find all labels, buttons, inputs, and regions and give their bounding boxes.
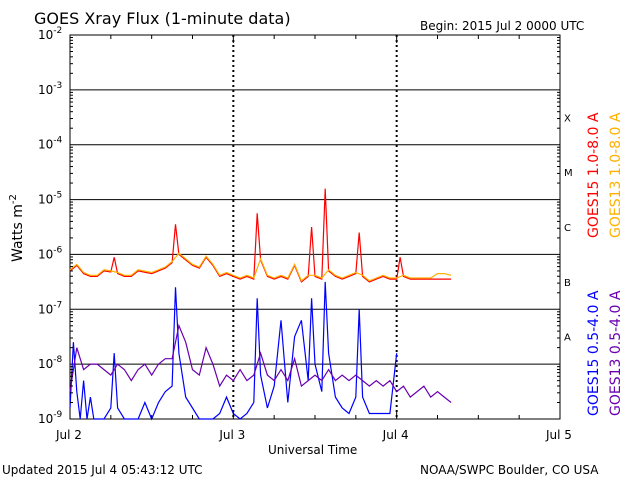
- y-tick-label: 10-6: [38, 245, 63, 261]
- y-tick-base: 10: [38, 138, 53, 152]
- chart-title: GOES Xray Flux (1-minute data): [34, 9, 291, 28]
- begin-date: Begin: 2015 Jul 2 0000 UTC: [420, 19, 584, 33]
- y-tick-exponent: -4: [53, 136, 62, 146]
- y-tick-exponent: -9: [53, 410, 62, 420]
- y-axis-label-sup: -2: [8, 194, 19, 204]
- flare-class-label: M: [564, 168, 573, 179]
- y-tick-label: 10-4: [38, 136, 63, 152]
- y-axis: 10-210-310-410-510-610-710-810-9: [38, 26, 560, 426]
- series-group: [69, 188, 452, 421]
- flare-class-label: A: [564, 333, 571, 344]
- y-tick-base: 10: [38, 357, 53, 371]
- x-tick-label: Jul 3: [218, 428, 245, 442]
- y-tick-label: 10-9: [38, 410, 63, 426]
- credit-text: NOAA/SWPC Boulder, CO USA: [420, 463, 599, 477]
- y-tick-label: 10-8: [38, 355, 63, 371]
- y-tick-exponent: -8: [53, 355, 62, 365]
- y-tick-exponent: -3: [53, 81, 62, 91]
- updated-timestamp: Updated 2015 Jul 4 05:43:12 UTC: [2, 463, 202, 477]
- x-tick-label: Jul 4: [382, 428, 409, 442]
- flare-class-label: X: [564, 113, 571, 124]
- flare-class-label: B: [564, 278, 571, 289]
- legend: GOES15 1.0-8.0 A GOES13 1.0-8.0 A GOES15 0…: [586, 112, 624, 416]
- legend-entry: GOES13 0.5-4.0 A: [608, 290, 624, 416]
- legend-entry: GOES15 1.0-8.0 A: [586, 112, 602, 238]
- y-tick-base: 10: [38, 193, 53, 207]
- y-tick-base: 10: [38, 83, 53, 97]
- series-line: [69, 252, 452, 282]
- y-axis-label-main: Watts m: [10, 204, 26, 262]
- y-tick-label: 10-2: [38, 26, 62, 42]
- y-tick-base: 10: [38, 412, 53, 426]
- y-axis-label: Watts m-2: [8, 194, 26, 262]
- x-axis-label: Universal Time: [268, 443, 357, 457]
- legend-entry: GOES15 0.5-4.0 A: [586, 290, 602, 416]
- y-tick-label: 10-3: [38, 81, 62, 97]
- flare-class-labels: X M C B A: [564, 113, 573, 343]
- series-line: [69, 188, 452, 283]
- y-tick-base: 10: [38, 302, 53, 316]
- series-line: [69, 323, 452, 403]
- y-tick-base: 10: [38, 28, 53, 42]
- legend-entry: GOES13 1.0-8.0 A: [608, 112, 624, 238]
- x-tick-label: Jul 2: [55, 428, 82, 442]
- y-tick-exponent: -7: [53, 300, 62, 310]
- y-tick-exponent: -5: [53, 191, 62, 201]
- flare-class-label: C: [564, 223, 571, 234]
- y-tick-exponent: -6: [53, 245, 62, 255]
- series-line: [69, 281, 398, 421]
- y-tick-base: 10: [38, 247, 53, 261]
- x-axis: Jul 2 Jul 3 Jul 4 Jul 5: [55, 35, 572, 442]
- x-tick-label: Jul 5: [545, 428, 572, 442]
- y-tick-exponent: -2: [53, 26, 62, 36]
- y-tick-label: 10-7: [38, 300, 62, 316]
- y-tick-label: 10-5: [38, 191, 62, 207]
